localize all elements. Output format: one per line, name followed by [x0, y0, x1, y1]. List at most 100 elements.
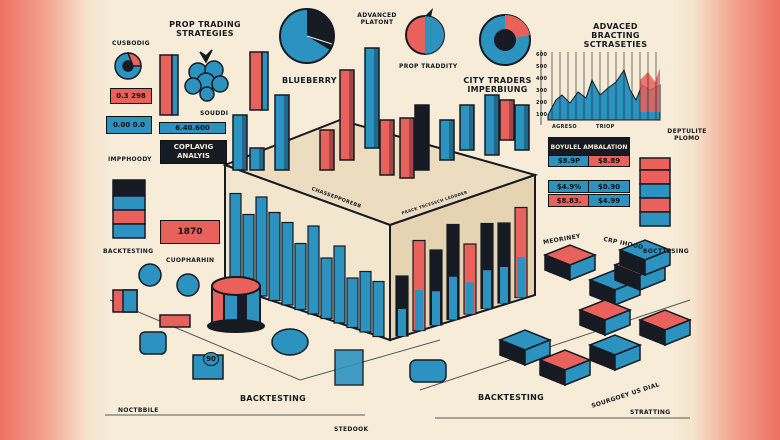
- side-bar-fill: [466, 282, 474, 314]
- front-bar: [320, 257, 333, 320]
- front-bar: [294, 242, 307, 311]
- top-bar-shade: [329, 130, 334, 170]
- top-bar: [499, 99, 515, 141]
- top-bar-shade: [449, 120, 454, 160]
- stacked-boxes-left: [112, 179, 146, 239]
- side-bar-chart: [395, 206, 528, 337]
- top-bar: [459, 104, 475, 151]
- grid-value-1: $4.9%: [548, 180, 590, 193]
- top-bar-shade: [469, 105, 474, 150]
- apple-icon: [405, 8, 445, 55]
- top-bar: [379, 119, 395, 176]
- label-cusbodig: CUSBODIG: [112, 40, 150, 47]
- top-bar-shade: [259, 148, 264, 170]
- front-bar: [333, 245, 346, 324]
- label-stedook: STEDOOK: [334, 426, 369, 433]
- sim-value-2: $8.89: [588, 155, 630, 167]
- front-bar: [268, 211, 281, 302]
- striped-pillars: [159, 51, 269, 116]
- stack-right: [564, 358, 591, 387]
- top-bar: [339, 69, 355, 161]
- stack-right: [664, 318, 691, 347]
- side-bar-fill: [415, 290, 423, 331]
- top-bar: [319, 129, 335, 171]
- title-city-traders: CITY TRADERS IMPERBIUNG: [463, 76, 532, 94]
- top-bar: [232, 114, 248, 171]
- title-advanced-bracting: ADVACED BRACTING SCTRASETIES: [583, 22, 648, 49]
- cake-tag: 90: [203, 352, 219, 366]
- drum-object: [207, 276, 265, 333]
- top-bar: [484, 94, 500, 156]
- title-prop-trading: PROP TRADING STRATEGIES: [169, 20, 241, 38]
- pie-chart: [279, 8, 335, 64]
- top-bar: [439, 119, 455, 161]
- line-chart-x-label-1: AGRESO: [552, 124, 577, 130]
- top-bar: [414, 104, 430, 171]
- front-bar: [307, 225, 320, 315]
- stack-right: [569, 253, 596, 282]
- ticket: 1870: [160, 220, 220, 244]
- front-bar: [359, 270, 372, 333]
- card-a: 0.3 298: [110, 88, 152, 104]
- nut-icon: [114, 52, 142, 80]
- top-bar-cluster: [232, 47, 530, 179]
- top-bar-shade: [509, 100, 514, 140]
- front-bar: [346, 277, 359, 329]
- stacked-boxes-right: [639, 157, 671, 227]
- top-bar-shade: [349, 70, 354, 160]
- top-bar-shade: [242, 115, 247, 170]
- side-bar-fill: [517, 257, 525, 298]
- stack-right: [604, 308, 631, 337]
- grid-value-4: $4.99: [588, 194, 630, 207]
- label-bocttesing: BOCTTESING: [643, 248, 689, 255]
- title-blueberry: BLUEBERRY: [282, 76, 337, 85]
- line-chart-y-tick: 500: [536, 64, 548, 70]
- top-bar-shade: [389, 120, 394, 175]
- top-bar-shade: [409, 118, 414, 178]
- label-impphoody: IMPPHOODY: [108, 156, 152, 163]
- label-souddi: SOUDDI: [200, 110, 229, 117]
- label-backtesting-right: BACKTESTING: [478, 393, 545, 402]
- top-bar-shade: [494, 95, 499, 155]
- title-prop-traddity: PROP TRADDITY: [399, 63, 458, 70]
- line-chart-y-tick: 600: [536, 52, 548, 58]
- card-b: 0.00 0.0: [106, 116, 152, 134]
- line-chart-y-tick: 200: [536, 100, 548, 106]
- top-bar-shade: [424, 105, 429, 170]
- top-bar: [399, 117, 415, 179]
- stack-right: [644, 248, 671, 277]
- side-bar-fill: [432, 291, 440, 325]
- simulation-title: BOYULEL AMBALATION: [548, 137, 630, 157]
- top-bar-shade: [374, 48, 379, 148]
- label-noctbbile: NOCTBBILE: [118, 407, 159, 414]
- coplavig-panel: COPLAVIG ANALYIS: [160, 140, 227, 164]
- top-bar: [274, 94, 290, 171]
- line-chart-x-label-2: TRIOP: [596, 124, 615, 130]
- front-bar: [372, 280, 385, 338]
- label-backtesting-mid: BACKTESTING: [240, 394, 307, 403]
- front-bar: [229, 192, 242, 288]
- side-bar-fill: [398, 309, 406, 336]
- side-bar-fill: [483, 270, 491, 309]
- front-bar-chart: [229, 192, 385, 338]
- label-stratting: STRATTING: [630, 409, 671, 416]
- top-bar-shade: [284, 95, 289, 170]
- side-bar-fill: [449, 276, 457, 320]
- grid-value-2: $0.90: [588, 180, 630, 193]
- donut-chart: [479, 14, 531, 66]
- line-chart-red-area: [640, 68, 660, 112]
- sim-value-1: $8.9P: [548, 155, 590, 167]
- line-chart-y-tick: 300: [536, 88, 548, 94]
- top-bar: [514, 104, 530, 151]
- top-bar: [364, 47, 380, 149]
- line-chart-y-tick: 400: [536, 76, 548, 82]
- title-advanced-platont: ADVANCED PLATONT: [357, 12, 397, 26]
- grid-value-3: $8.83.: [548, 194, 590, 207]
- line-chart-y-tick: 100: [536, 112, 548, 118]
- stack-right: [524, 338, 551, 367]
- stack-right: [614, 343, 641, 372]
- top-bar: [249, 147, 265, 171]
- label-backtesting-left: BACKTESTING: [103, 248, 154, 255]
- front-bar: [281, 221, 294, 306]
